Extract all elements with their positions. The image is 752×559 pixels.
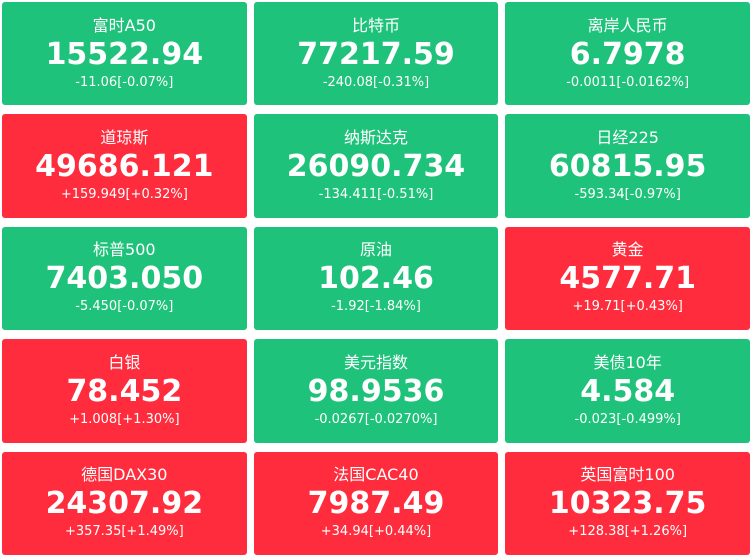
quote-change: -1.92[-1.84%]: [331, 299, 421, 315]
quote-change: +34.94[+0.44%]: [320, 524, 432, 540]
quote-name: 白银: [108, 352, 141, 372]
quote-tile[interactable]: 道琼斯 49686.121 +159.949[+0.32%]: [2, 114, 247, 218]
quote-name: 原油: [359, 240, 392, 260]
quote-change: -593.34[-0.97%]: [574, 187, 681, 203]
quote-name: 离岸人民币: [587, 15, 668, 35]
quote-name: 标普500: [93, 240, 156, 260]
quote-name: 德国DAX30: [81, 465, 168, 485]
quote-value: 4.584: [580, 373, 676, 409]
quote-tile[interactable]: 白银 78.452 +1.008[+1.30%]: [2, 339, 247, 443]
quote-value: 98.9536: [307, 373, 445, 409]
quote-value: 7987.49: [307, 486, 445, 522]
quote-tile[interactable]: 比特币 77217.59 -240.08[-0.31%]: [253, 2, 499, 106]
quote-value: 78.452: [66, 373, 183, 409]
quote-value: 102.46: [318, 261, 434, 297]
quote-tile[interactable]: 德国DAX30 24307.92 +357.35[+1.49%]: [2, 451, 247, 555]
quote-name: 道琼斯: [100, 128, 149, 148]
quote-tile[interactable]: 离岸人民币 6.7978 -0.0011[-0.0162%]: [505, 2, 750, 106]
quote-value: 24307.92: [45, 486, 204, 522]
quote-change: -0.0011[-0.0162%]: [566, 74, 690, 90]
quote-value: 49686.121: [35, 149, 214, 185]
quote-name: 美元指数: [343, 352, 408, 372]
quote-change: -134.411[-0.51%]: [318, 187, 434, 203]
quote-tile[interactable]: 日经225 60815.95 -593.34[-0.97%]: [505, 114, 750, 218]
quote-tile[interactable]: 美债10年 4.584 -0.023[-0.499%]: [505, 339, 750, 443]
quote-value: 6.7978: [569, 36, 686, 72]
quote-tile[interactable]: 标普500 7403.050 -5.450[-0.07%]: [2, 226, 247, 331]
quote-change: -0.023[-0.499%]: [574, 411, 681, 427]
quote-value: 26090.734: [286, 149, 466, 185]
quote-tile[interactable]: 纳斯达克 26090.734 -134.411[-0.51%]: [253, 114, 499, 218]
quote-change: +19.71[+0.43%]: [572, 299, 683, 315]
quote-value: 7403.050: [45, 261, 204, 297]
quote-value: 4577.71: [559, 261, 696, 297]
quote-name: 美债10年: [593, 352, 662, 372]
quote-name: 日经225: [596, 128, 659, 148]
quote-tile[interactable]: 美元指数 98.9536 -0.0267[-0.0270%]: [253, 339, 499, 443]
quote-value: 77217.59: [297, 36, 455, 72]
quote-tile[interactable]: 法国CAC40 7987.49 +34.94[+0.44%]: [253, 451, 499, 555]
quote-value: 10323.75: [548, 486, 707, 522]
quote-change: -0.0267[-0.0270%]: [314, 411, 438, 427]
quote-value: 60815.95: [548, 149, 707, 185]
quote-change: +128.38[+1.26%]: [568, 524, 688, 540]
quote-name: 纳斯达克: [343, 128, 408, 148]
quote-change: -5.450[-0.07%]: [75, 299, 174, 315]
quote-tile[interactable]: 原油 102.46 -1.92[-1.84%]: [253, 226, 499, 331]
quote-change: -240.08[-0.31%]: [322, 74, 430, 90]
quote-name: 富时A50: [92, 15, 156, 35]
quote-name: 英国富时100: [580, 465, 675, 485]
quote-value: 15522.94: [45, 36, 204, 72]
quote-change: -11.06[-0.07%]: [75, 74, 174, 90]
quote-name: 黄金: [611, 240, 644, 260]
quote-change: +1.008[+1.30%]: [69, 411, 180, 427]
quote-tile[interactable]: 黄金 4577.71 +19.71[+0.43%]: [505, 226, 750, 331]
quote-name: 法国CAC40: [333, 465, 419, 485]
quote-tile[interactable]: 富时A50 15522.94 -11.06[-0.07%]: [2, 2, 247, 106]
quote-change: +357.35[+1.49%]: [64, 524, 184, 540]
quote-change: +159.949[+0.32%]: [60, 187, 188, 203]
quote-tile[interactable]: 英国富时100 10323.75 +128.38[+1.26%]: [505, 451, 750, 555]
quote-name: 比特币: [351, 15, 400, 35]
